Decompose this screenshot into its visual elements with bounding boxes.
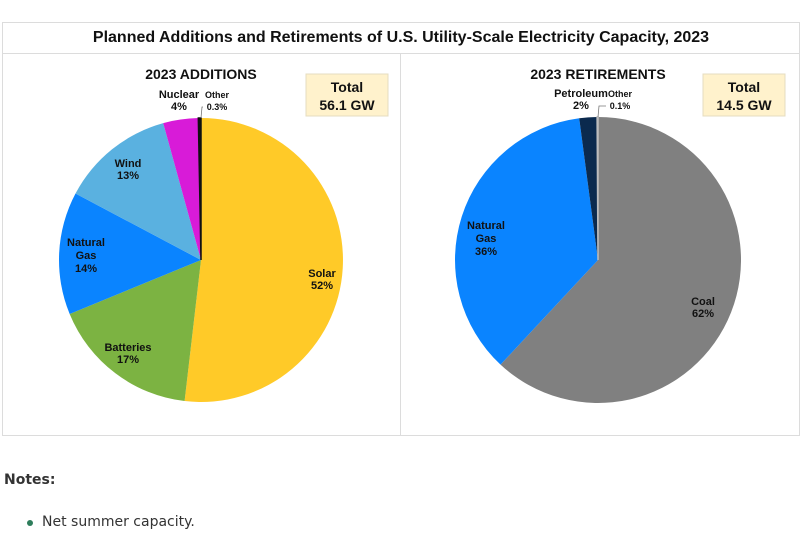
total-box (305, 73, 389, 117)
slice-label-natural-gas-name2: Gas (476, 233, 497, 245)
bullet-icon (27, 520, 33, 526)
pie-slice-natural-gas (58, 193, 202, 314)
pie-slice-wind (75, 123, 201, 261)
slice-label-nuclear-name: Nuclear (159, 89, 200, 101)
total-value: 14.5 GW (716, 97, 772, 113)
slice-label-batteries-name: Batteries (104, 342, 151, 354)
pie-slice-coal (500, 117, 742, 403)
slice-label-solar-name: Solar (308, 268, 336, 280)
slice-label-other-name: Other (608, 89, 633, 99)
slice-label-wind-name: Wind (115, 158, 142, 170)
pie-slice-natural-gas (455, 118, 598, 365)
pie-slice-batteries (69, 260, 201, 402)
chart-title: 2023 ADDITIONS (145, 66, 257, 82)
pie-slice-other (197, 117, 202, 261)
total-label: Total (728, 79, 760, 95)
slice-label-natural-gas-name: Natural (467, 220, 505, 232)
slice-label-wind-value: 13% (117, 170, 139, 182)
slice-label-solar-value: 52% (311, 280, 333, 292)
pie-slice-nuclear (163, 118, 201, 260)
slice-label-other-value: 0.3% (207, 102, 228, 112)
slice-label-other-name: Other (205, 90, 230, 100)
slice-label-natural-gas-value: 14% (75, 263, 97, 275)
chart-title: 2023 RETIREMENTS (530, 66, 665, 82)
chart-frame: Planned Additions and Retirements of U.S… (2, 22, 800, 436)
slice-label-other-value: 0.1% (610, 101, 631, 111)
total-value: 56.1 GW (319, 97, 375, 113)
pie-slice-petroleum (579, 117, 598, 260)
figure-title: Planned Additions and Retirements of U.S… (3, 23, 799, 54)
total-box (702, 73, 786, 117)
slice-label-batteries-value: 17% (117, 354, 139, 366)
slice-label-nuclear-value: 4% (171, 101, 187, 113)
leader-line-other (200, 106, 203, 119)
note-item: Net summer capacity. (42, 514, 195, 530)
slice-label-natural-gas-name2: Gas (76, 250, 97, 262)
pie-slice-solar (184, 118, 343, 402)
slice-label-coal-value: 62% (692, 308, 714, 320)
leader-line-other (597, 105, 606, 118)
slice-label-petroleum-name: Petroleum (554, 88, 608, 100)
slice-label-natural-gas-value: 36% (475, 246, 497, 258)
pie-slice-other (596, 116, 599, 261)
slice-label-petroleum-value: 2% (573, 100, 589, 112)
slice-label-coal-name: Coal (691, 296, 715, 308)
total-label: Total (331, 79, 363, 95)
slice-label-natural-gas-name: Natural (67, 237, 105, 249)
notes-label: Notes: (4, 472, 56, 488)
panel-divider (400, 53, 401, 436)
